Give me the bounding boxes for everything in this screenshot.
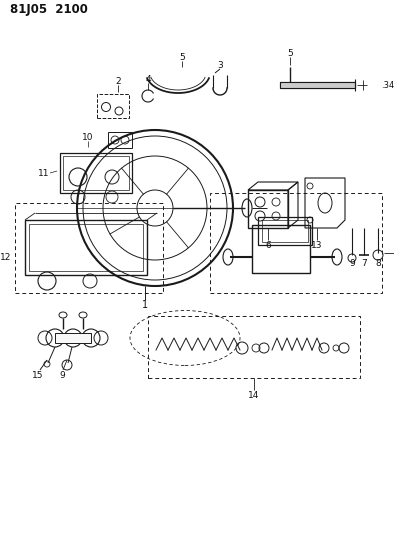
- Text: 1: 1: [142, 300, 148, 310]
- Text: 4: 4: [145, 75, 151, 84]
- Text: 3: 3: [217, 61, 223, 70]
- Text: 15: 15: [32, 370, 44, 379]
- Text: 10: 10: [82, 133, 94, 141]
- Bar: [55, 333, 91, 343]
- Bar: [210, 193, 382, 293]
- Text: 11: 11: [38, 168, 50, 177]
- Bar: [258, 217, 312, 245]
- Bar: [262, 220, 308, 242]
- Text: 7: 7: [361, 260, 367, 269]
- Bar: [15, 203, 163, 293]
- Text: 12: 12: [0, 254, 11, 262]
- Bar: [29, 224, 143, 271]
- Bar: [25, 220, 147, 275]
- Text: 14: 14: [248, 391, 260, 400]
- Text: 5: 5: [179, 52, 185, 61]
- Text: .343": .343": [381, 80, 394, 90]
- Text: 13: 13: [311, 240, 323, 249]
- Bar: [252, 225, 310, 273]
- Text: 6: 6: [265, 240, 271, 249]
- Text: 8: 8: [375, 260, 381, 269]
- Text: 9: 9: [59, 370, 65, 379]
- Text: 5: 5: [287, 49, 293, 58]
- Bar: [280, 82, 355, 88]
- Bar: [97, 94, 129, 118]
- Bar: [248, 190, 288, 228]
- Bar: [63, 156, 129, 190]
- Text: 2: 2: [115, 77, 121, 85]
- Text: 9: 9: [349, 260, 355, 269]
- Bar: [60, 153, 132, 193]
- Bar: [148, 316, 360, 378]
- Bar: [280, 82, 355, 88]
- Text: 81J05  2100: 81J05 2100: [10, 4, 88, 17]
- Bar: [108, 132, 132, 148]
